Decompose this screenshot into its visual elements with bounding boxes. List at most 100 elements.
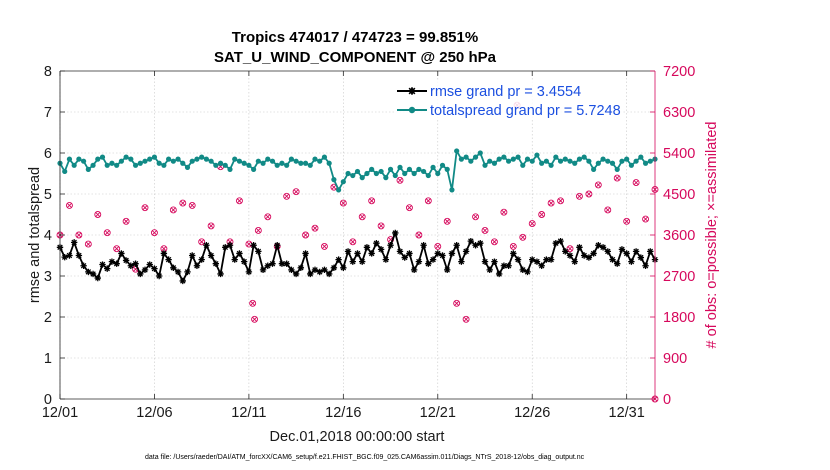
- y-right-tick-label: 6300: [663, 105, 695, 121]
- rmse-point: [415, 258, 423, 265]
- totalspread-point: [501, 154, 507, 160]
- rmse-point: [595, 242, 602, 249]
- rmse-point: [354, 250, 361, 257]
- rmse-point: [359, 258, 366, 265]
- rmse-point-star: [580, 252, 588, 259]
- obs-assimilated-marker: [482, 227, 488, 233]
- rmse-point: [519, 266, 526, 274]
- data-file-footnote: data file: /Users/raeder/DAI/ATM_forcXX/…: [145, 454, 585, 461]
- obs-assimilated-marker: [548, 200, 554, 206]
- rmse-point-star: [75, 252, 83, 259]
- obs-possible-marker: [150, 229, 158, 237]
- obs-assimilated-marker: [312, 225, 318, 231]
- obs-count-marker: [604, 206, 612, 214]
- obs-possible-marker: [207, 222, 215, 230]
- rmse-point: [434, 250, 441, 257]
- obs-assimilated-marker: [491, 239, 497, 245]
- rmse-point-star: [566, 252, 574, 259]
- rmse-point-star: [80, 262, 87, 269]
- rmse-point-star: [61, 253, 68, 261]
- rmse-point: [458, 258, 465, 265]
- totalspread-point: [109, 160, 115, 166]
- obs-count-marker: [339, 199, 347, 207]
- rmse-point-star: [368, 250, 375, 257]
- obs-possible-marker: [604, 206, 612, 214]
- rmse-point: [203, 242, 210, 249]
- rmse-point: [278, 260, 286, 267]
- obs-count-marker: [613, 174, 621, 182]
- totalspread-point: [317, 158, 323, 164]
- obs-count-marker: [179, 199, 187, 207]
- rmse-point-star: [132, 260, 139, 267]
- obs-count-marker: [547, 199, 555, 207]
- obs-assimilated-marker: [246, 241, 252, 247]
- rmse-point: [604, 248, 611, 255]
- rmse-point-star: [510, 250, 517, 257]
- rmse-point-star: [137, 270, 144, 278]
- rmse-point: [184, 268, 191, 276]
- obs-possible-marker: [251, 315, 259, 323]
- obs-possible-marker: [84, 240, 92, 248]
- obs-assimilated-marker: [406, 205, 412, 211]
- totalspread-point: [642, 160, 649, 166]
- chart-title: Tropics 474017 / 474723 = 99.851%: [232, 29, 478, 46]
- totalspread-point: [71, 162, 77, 168]
- rmse-point: [392, 229, 399, 237]
- totalspread-point: [227, 166, 233, 172]
- rmse-point-star: [477, 239, 484, 247]
- totalspread-point: [619, 158, 625, 164]
- rmse-point-star: [448, 250, 456, 257]
- chart-subtitle: SAT_U_WIND_COMPONENT @ 250 hPa: [214, 49, 497, 66]
- totalspread-point: [506, 158, 512, 164]
- obs-assimilated-marker: [350, 239, 356, 245]
- obs-assimilated-marker: [321, 243, 327, 249]
- obs-count-marker: [443, 217, 451, 225]
- obs-possible-marker: [368, 197, 376, 205]
- y-tick-label: 5: [44, 187, 52, 203]
- totalspread-point: [369, 166, 375, 172]
- totalspread-point: [463, 154, 469, 160]
- obs-possible-marker: [235, 197, 243, 205]
- rmse-point-star: [316, 268, 323, 276]
- obs-count-marker: [150, 229, 158, 237]
- rmse-point: [533, 258, 541, 265]
- legend-rmse-marker: [408, 87, 416, 95]
- obs-possible-marker: [509, 242, 517, 250]
- totalspread-point: [284, 162, 290, 168]
- totalspread-point: [581, 154, 587, 160]
- obs-possible-marker: [320, 242, 328, 250]
- obs-count-marker: [235, 197, 243, 205]
- rmse-point: [61, 253, 68, 261]
- obs-possible-marker: [566, 245, 574, 253]
- rmse-point: [637, 254, 645, 261]
- x-tick-label: 12/16: [325, 405, 361, 421]
- rmse-point-star: [472, 242, 479, 249]
- rmse-point-star: [444, 266, 451, 274]
- rmse-point-star: [160, 250, 168, 257]
- rmse-point: [325, 270, 333, 278]
- totalspread-point: [302, 160, 309, 166]
- totalspread-point: [392, 172, 398, 179]
- rmse-point: [99, 261, 106, 268]
- obs-assimilated-marker: [595, 182, 601, 188]
- totalspread-point: [90, 162, 96, 168]
- rmse-point: [368, 250, 375, 257]
- y-right-tick-label: 2700: [663, 269, 695, 285]
- rmse-point: [410, 266, 418, 274]
- rmse-point: [396, 248, 404, 255]
- obs-possible-marker: [481, 226, 489, 234]
- rmse-point: [198, 256, 205, 263]
- rmse-point-star: [642, 262, 649, 269]
- y-tick-label: 4: [44, 228, 52, 244]
- totalspread-point: [359, 175, 365, 181]
- rmse-point-star: [165, 256, 172, 263]
- obs-count-marker: [377, 222, 385, 230]
- rmse-point-star: [240, 258, 248, 265]
- rmse-point-star: [297, 264, 305, 271]
- rmse-point: [543, 256, 550, 263]
- rmse-point: [66, 252, 73, 259]
- obs-count-marker: [368, 197, 376, 205]
- obs-possible-marker: [103, 229, 111, 237]
- rmse-point: [599, 244, 607, 251]
- totalspread-point: [449, 187, 455, 193]
